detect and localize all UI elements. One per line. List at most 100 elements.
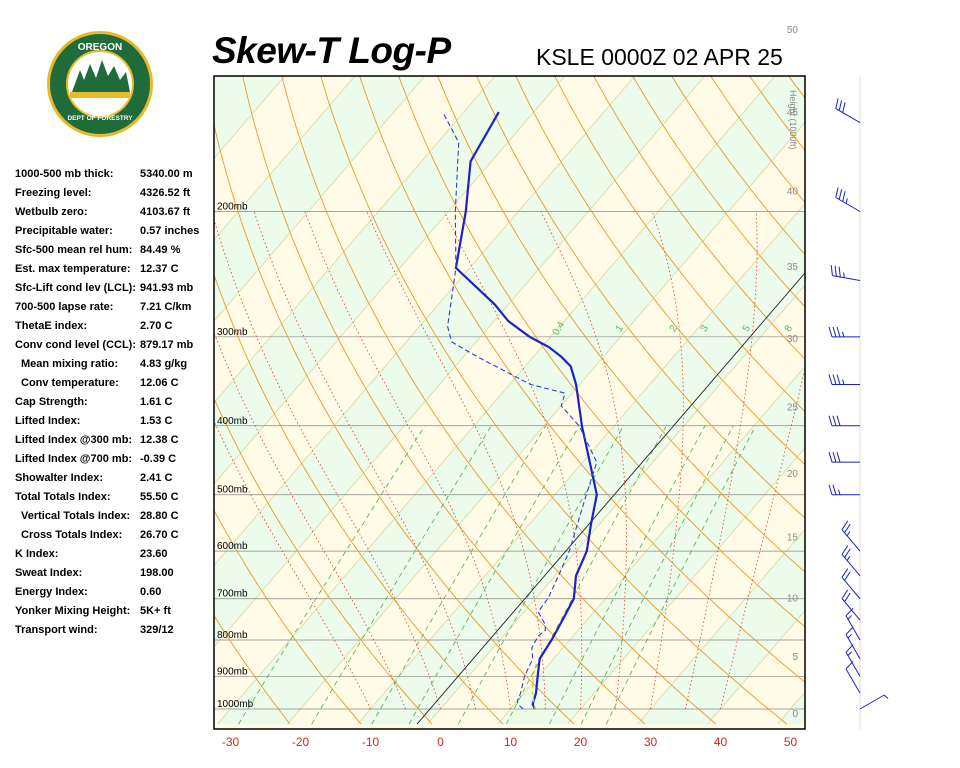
wind-barb-flag bbox=[828, 484, 833, 495]
mixing-ratio-line bbox=[580, 425, 734, 725]
index-value: 4326.52 ft bbox=[140, 187, 191, 199]
height-tick-label: 40 bbox=[787, 187, 799, 198]
wind-barb-half-flag bbox=[883, 694, 889, 699]
index-label: Transport wind: bbox=[15, 624, 98, 636]
index-value: 84.49 % bbox=[140, 244, 181, 256]
index-label: 700-500 lapse rate: bbox=[15, 301, 114, 313]
pressure-label: 500mb bbox=[217, 485, 248, 496]
wind-barb-staff bbox=[845, 651, 861, 677]
index-label: Sfc-500 mean rel hum: bbox=[15, 244, 133, 256]
index-value: 4103.67 ft bbox=[140, 206, 191, 218]
wind-barb-flag bbox=[836, 374, 841, 385]
isotherm-line bbox=[427, 284, 805, 725]
wind-barb-flag bbox=[828, 374, 833, 385]
wind-barb-flag bbox=[845, 607, 854, 617]
moist-adiabat bbox=[214, 218, 441, 710]
moist-adiabat bbox=[443, 211, 583, 710]
dry-adiabat bbox=[515, 76, 805, 466]
dry-adiabat bbox=[281, 76, 717, 725]
oregon-forestry-logo: OREGON DEPT OF FORESTRY bbox=[47, 31, 153, 137]
dry-adiabat bbox=[593, 76, 805, 360]
index-label: Sfc-Lift cond lev (LCL): bbox=[15, 282, 136, 294]
chart-title: Skew-T Log-P bbox=[212, 30, 451, 71]
mixing-ratio-line bbox=[548, 425, 706, 725]
wind-barb-half-flag bbox=[845, 198, 848, 204]
wind-barb-flag bbox=[841, 520, 849, 530]
wind-barb-flag bbox=[835, 98, 839, 109]
index-value: 23.60 bbox=[140, 548, 168, 560]
wind-barb-staff bbox=[841, 529, 861, 552]
dry-adiabat bbox=[398, 76, 805, 628]
index-value: 28.80 C bbox=[140, 510, 179, 522]
index-label: Cap Strength: bbox=[15, 396, 88, 408]
wind-barb bbox=[845, 607, 861, 641]
wind-barb-flag bbox=[844, 523, 851, 533]
index-label: Lifted Index: bbox=[15, 415, 81, 427]
x-tick-label: 40 bbox=[714, 735, 728, 749]
mixing-ratio-line bbox=[371, 425, 547, 725]
x-tick-label: -10 bbox=[362, 735, 380, 749]
height-tick-label: 10 bbox=[787, 593, 799, 604]
index-label: Yonker Mixing Height: bbox=[15, 605, 131, 617]
index-label: Lifted Index @700 mb: bbox=[15, 453, 133, 465]
height-axis-label: Height (1000ft) bbox=[788, 90, 798, 150]
x-tick-label: -30 bbox=[222, 735, 240, 749]
wind-barb-half-flag bbox=[847, 615, 852, 620]
wind-barb-flag bbox=[828, 452, 833, 463]
index-label: K Index: bbox=[15, 548, 59, 560]
wind-barb bbox=[828, 452, 860, 463]
mixing-ratio-label: 3 bbox=[699, 323, 712, 334]
index-label: Vertical Totals Index: bbox=[21, 510, 131, 522]
mixing-ratio-line bbox=[311, 425, 492, 725]
isotherm-line bbox=[357, 203, 805, 725]
dry-adiabat bbox=[214, 123, 575, 725]
height-tick-label: 25 bbox=[787, 403, 799, 414]
index-value: 5340.00 m bbox=[140, 168, 193, 180]
mixing-ratio-line bbox=[408, 425, 580, 725]
wind-barb-staff bbox=[835, 197, 861, 212]
dewpoint-trace bbox=[442, 111, 598, 710]
plot-area bbox=[0, 0, 960, 729]
wind-barb-staff bbox=[845, 634, 861, 660]
wind-barb-flag bbox=[828, 415, 833, 426]
index-value: 12.38 C bbox=[140, 434, 179, 446]
wind-barb-flag bbox=[841, 545, 849, 555]
index-value: 1.53 C bbox=[140, 415, 173, 427]
wind-barb-half-flag bbox=[838, 489, 841, 495]
wind-barb-staff bbox=[859, 694, 885, 710]
index-label: ThetaE index: bbox=[15, 320, 88, 332]
x-tick-label: 10 bbox=[504, 735, 518, 749]
wind-barb-half-flag bbox=[842, 379, 845, 385]
moist-adiabat bbox=[366, 211, 546, 710]
index-value: 198.00 bbox=[140, 567, 174, 579]
wind-barb-flag bbox=[836, 326, 841, 337]
dry-adiabat bbox=[437, 76, 805, 573]
wind-barb-half-flag bbox=[846, 555, 851, 561]
mixing-ratio-label: 2 bbox=[668, 323, 681, 334]
index-value: 5K+ ft bbox=[140, 605, 171, 617]
wind-barb bbox=[841, 589, 861, 621]
x-tick-label: -20 bbox=[292, 735, 310, 749]
pressure-label: 400mb bbox=[217, 416, 248, 427]
mixing-ratio-line bbox=[605, 425, 757, 725]
wind-barb-half-flag bbox=[846, 531, 851, 537]
temperature-trace bbox=[454, 111, 598, 710]
isotherm-band bbox=[217, 76, 805, 725]
height-tick-label: 30 bbox=[787, 334, 799, 345]
wind-barb-flag bbox=[832, 484, 837, 495]
index-label: Conv temperature: bbox=[21, 377, 119, 389]
isotherm-line bbox=[0, 0, 213, 724]
moist-adiabat bbox=[304, 211, 511, 710]
index-value: 941.93 mb bbox=[140, 282, 194, 294]
isotherm-line bbox=[214, 76, 566, 485]
wind-barb-flag bbox=[834, 265, 837, 277]
index-label: Sweat Index: bbox=[15, 567, 83, 579]
dry-adiabat bbox=[808, 0, 960, 724]
pressure-label: 1000mb bbox=[217, 699, 254, 710]
pressure-label: 200mb bbox=[217, 202, 248, 213]
wind-barb-half-flag bbox=[847, 651, 852, 656]
index-value: 2.41 C bbox=[140, 472, 173, 484]
moist-adiabat bbox=[540, 211, 627, 710]
dry-adiabat bbox=[214, 509, 362, 725]
